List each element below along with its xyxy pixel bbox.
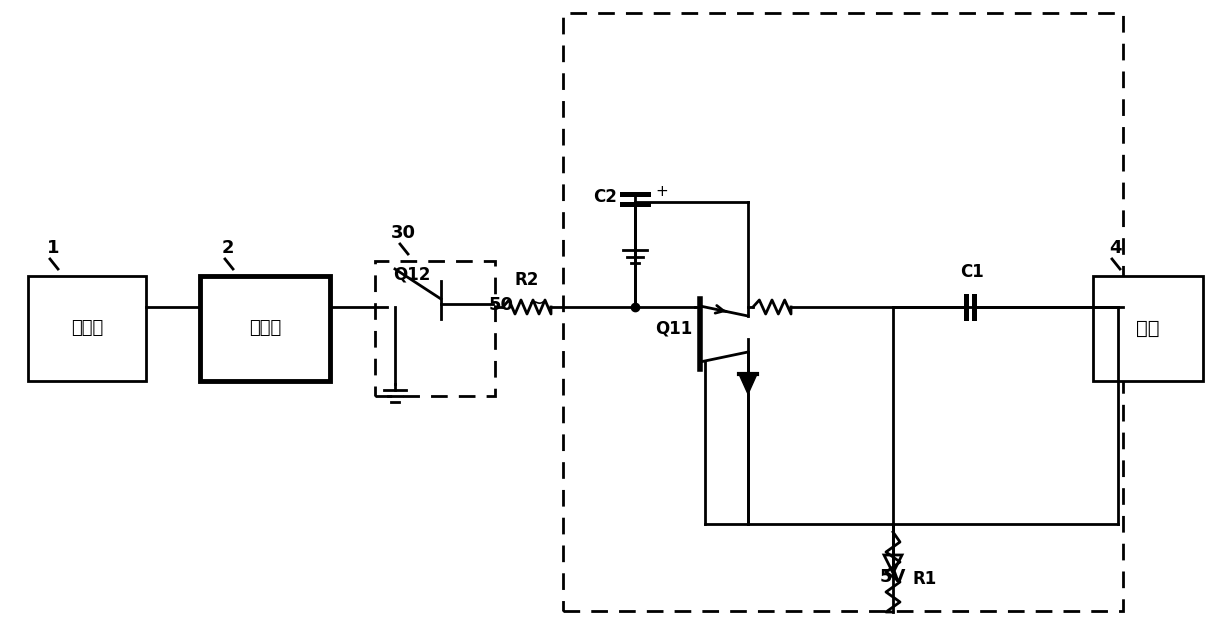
- Text: Q11: Q11: [655, 320, 692, 338]
- Text: ~: ~: [528, 293, 545, 313]
- Text: +: +: [655, 184, 668, 199]
- Text: 30: 30: [391, 224, 415, 242]
- Text: R1: R1: [913, 570, 937, 588]
- FancyBboxPatch shape: [28, 276, 146, 381]
- Text: 微机: 微机: [1137, 319, 1160, 338]
- FancyBboxPatch shape: [200, 276, 330, 381]
- FancyBboxPatch shape: [375, 261, 495, 396]
- Text: 5V: 5V: [880, 568, 906, 586]
- Polygon shape: [884, 555, 902, 573]
- Text: 2: 2: [222, 239, 234, 257]
- Text: 4: 4: [1109, 239, 1121, 257]
- Text: 1: 1: [47, 239, 59, 257]
- Text: R2: R2: [514, 271, 539, 289]
- Text: 50: 50: [489, 296, 513, 314]
- FancyBboxPatch shape: [1093, 276, 1203, 381]
- Text: C1: C1: [960, 263, 984, 281]
- Text: Q12: Q12: [393, 265, 430, 283]
- Text: C2: C2: [593, 188, 617, 206]
- Text: 磁控管: 磁控管: [71, 320, 103, 338]
- Text: 继电器: 继电器: [249, 320, 281, 338]
- Polygon shape: [739, 374, 757, 394]
- FancyBboxPatch shape: [564, 13, 1123, 611]
